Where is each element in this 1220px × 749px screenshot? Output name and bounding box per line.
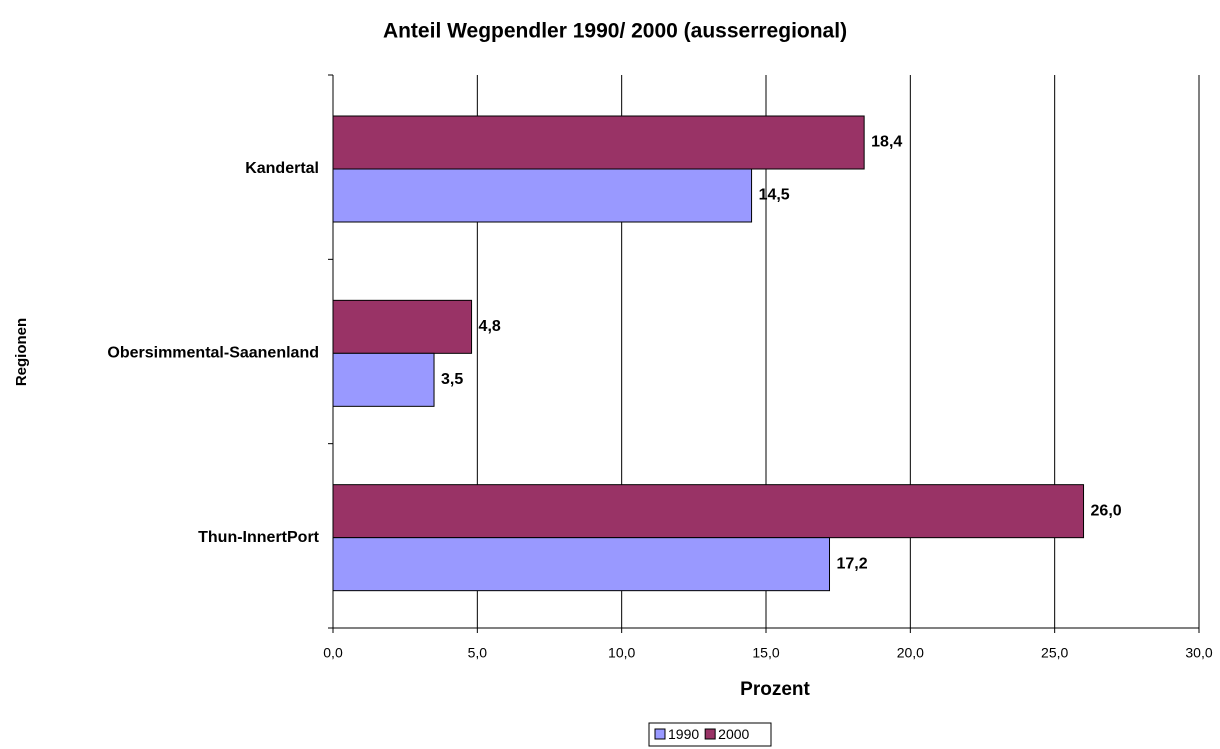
x-tick-label: 5,0	[468, 645, 488, 661]
chart-title: Anteil Wegpendler 1990/ 2000 (ausserregi…	[383, 20, 847, 43]
legend-label: 1990	[668, 726, 699, 742]
x-tick-label: 30,0	[1185, 645, 1212, 661]
data-label: 18,4	[871, 134, 902, 151]
data-label: 3,5	[441, 371, 463, 388]
data-label: 14,5	[759, 187, 790, 204]
bar	[332, 168, 753, 223]
x-tick-label: 10,0	[608, 645, 635, 661]
legend-swatch	[704, 728, 716, 740]
x-tick-label: 20,0	[897, 645, 924, 661]
y-tick-label: Thun-InnertPort	[198, 529, 320, 546]
y-axis-title: Regionen	[13, 318, 30, 386]
data-label: 4,8	[479, 318, 501, 335]
x-tick-label: 25,0	[1041, 645, 1068, 661]
legend-label: 2000	[718, 726, 749, 742]
data-label: 26,0	[1091, 502, 1122, 519]
y-tick-label: Kandertal	[245, 160, 319, 177]
data-label: 17,2	[837, 555, 868, 572]
y-tick-label: Obersimmental-Saanenland	[107, 345, 319, 362]
bar	[332, 537, 831, 592]
x-tick-label: 0,0	[323, 645, 343, 661]
x-axis-title: Prozent	[740, 679, 810, 700]
x-tick-label: 15,0	[752, 645, 779, 661]
bar	[332, 352, 435, 407]
legend-swatch	[654, 728, 666, 740]
bar	[332, 299, 473, 354]
bar	[332, 484, 1085, 539]
bar	[332, 115, 865, 170]
